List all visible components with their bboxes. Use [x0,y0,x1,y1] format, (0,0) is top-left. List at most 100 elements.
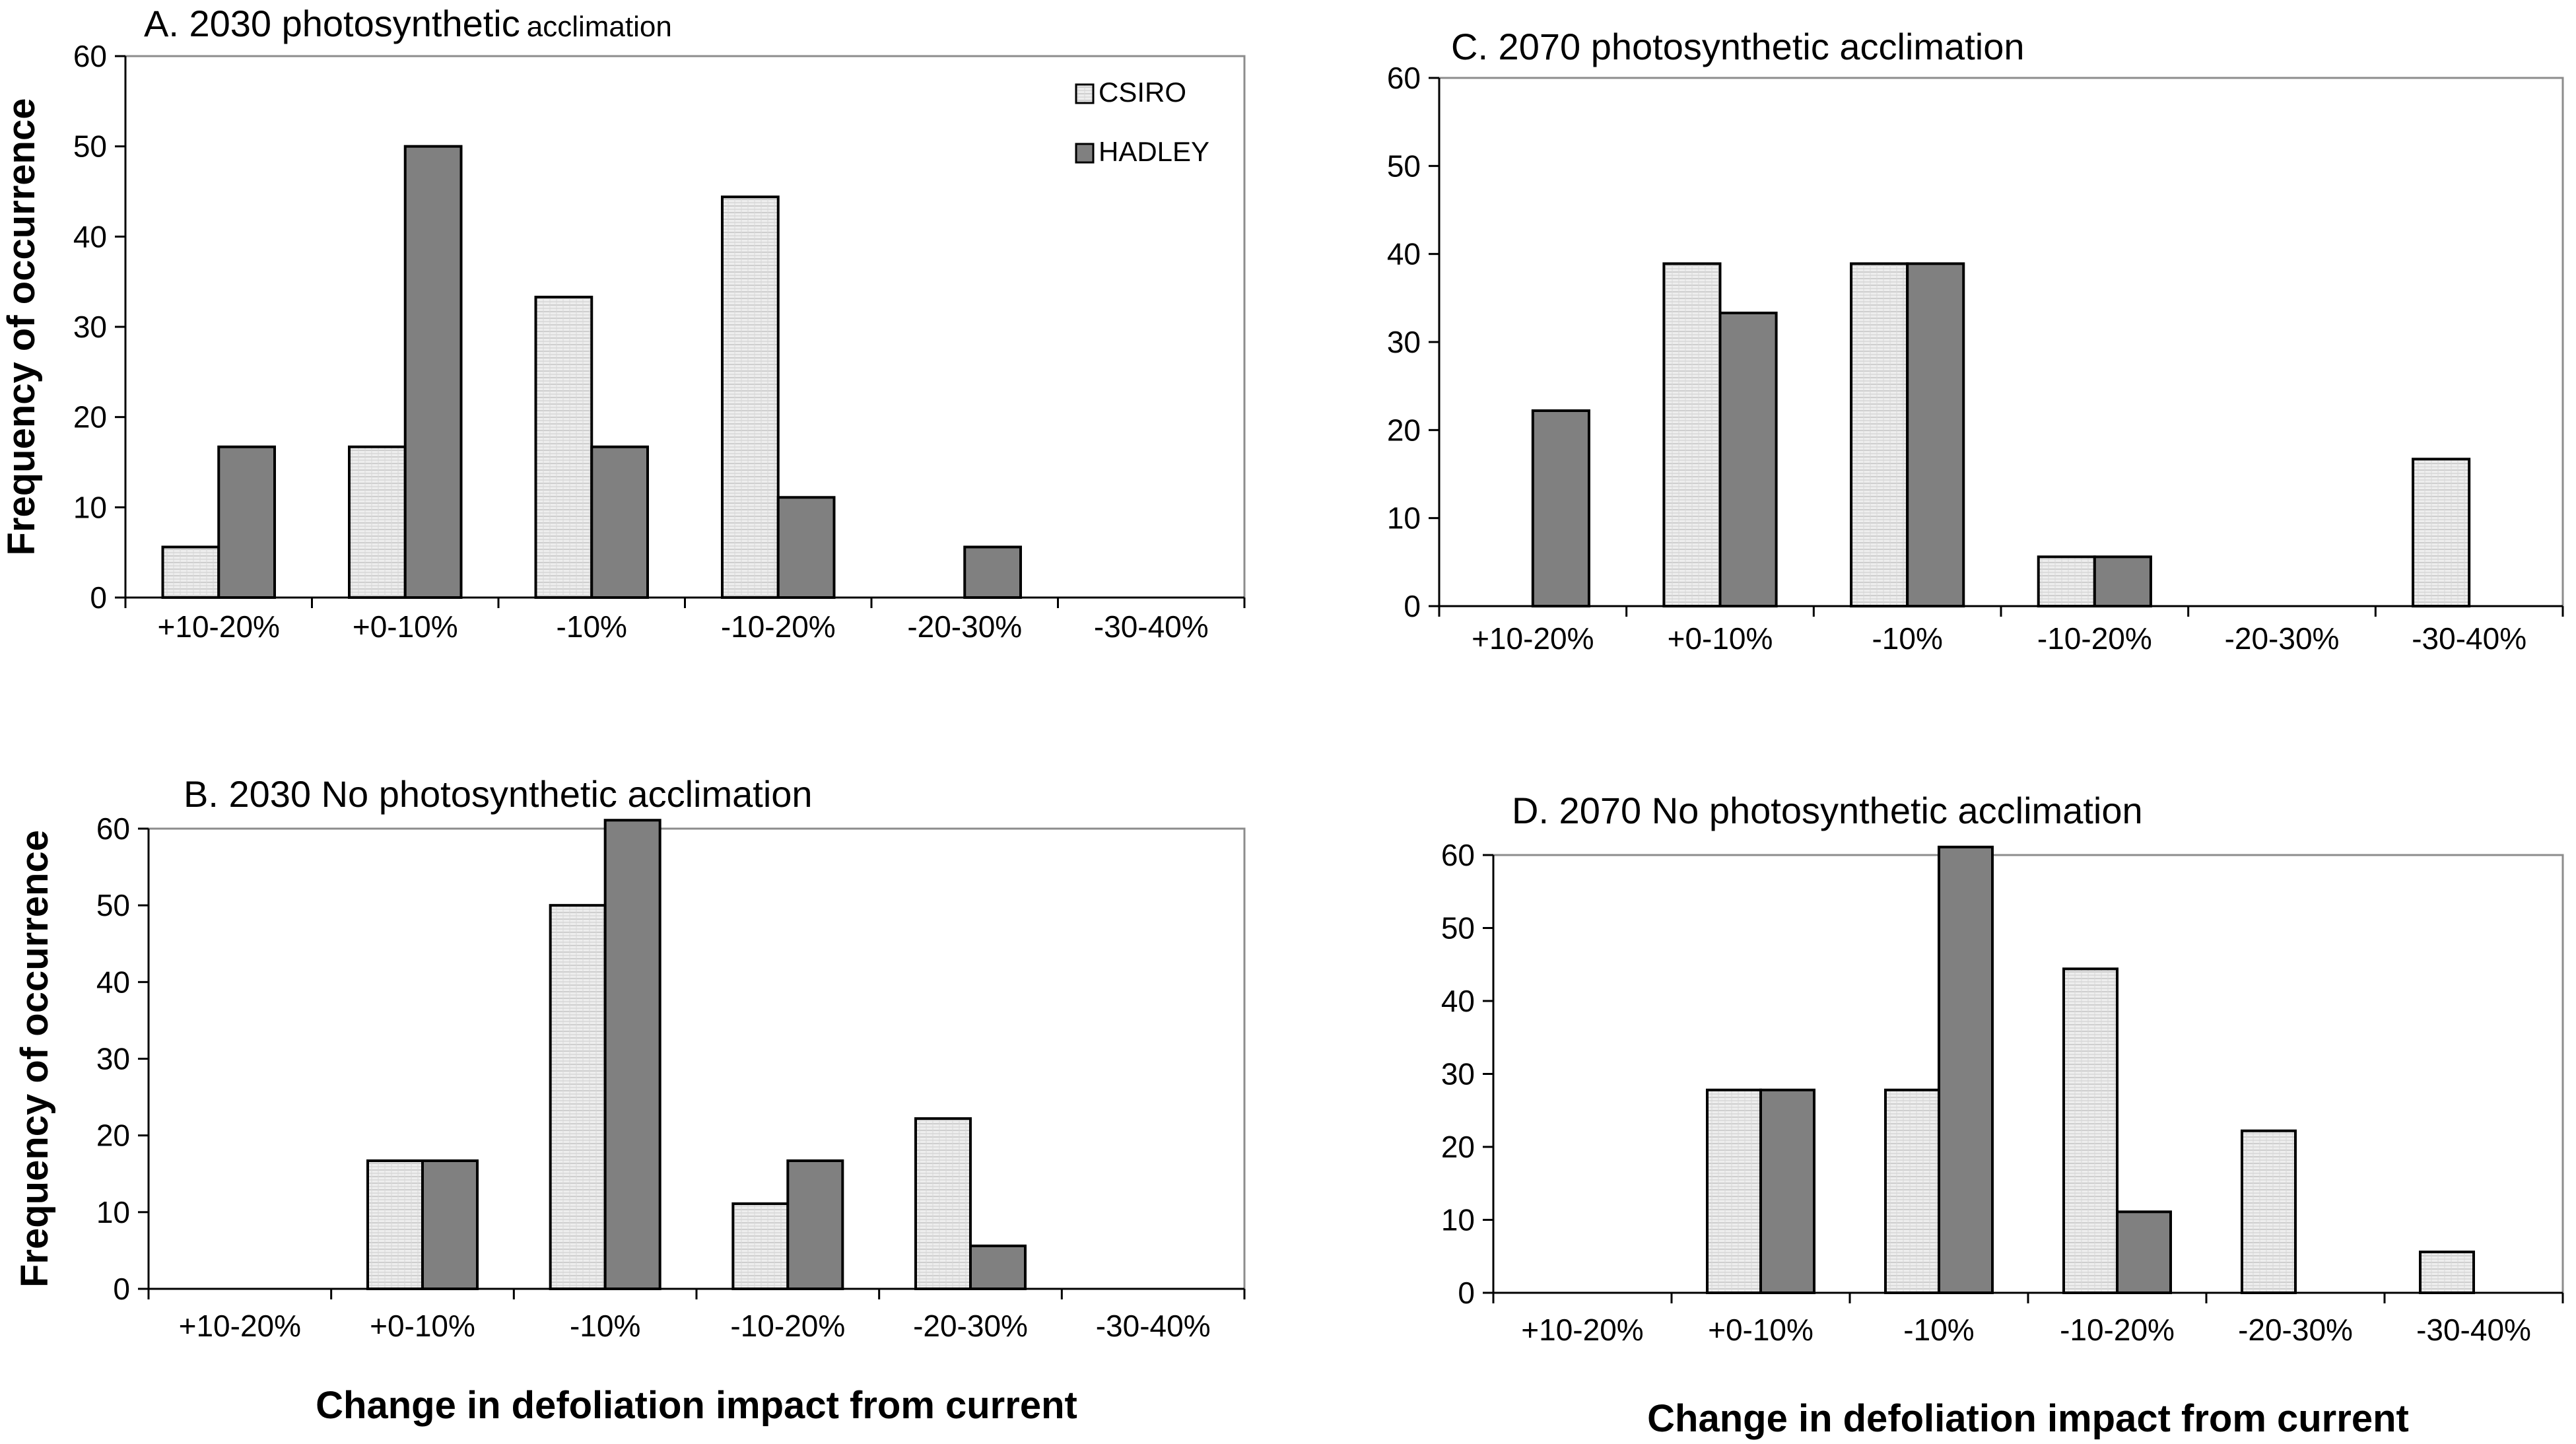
plot-frame [147,827,1246,1290]
chart-panel-a: 0 10 20 30 40 50 60 +10-20% +0-10% -10% -10-20% -20… [0,3,1246,644]
y-tick-label: 0 [1458,1276,1475,1310]
bar-hadley-5 [963,545,1022,600]
plot-frame [1492,854,2564,1294]
x-axis-label: Change in defoliation impact from curren… [316,1384,1077,1427]
y-axis-label: Frequency of occurrence [13,830,56,1288]
x-tick-label: -20-30% [907,609,1022,644]
x-tick-label: -30-40% [2412,621,2526,656]
chart-title: D. 2070 No photosynthetic acclimation [1512,790,2143,831]
x-tick-label: -10% [1903,1313,1974,1347]
legend-label-hadley: HADLEY [1099,136,1209,167]
chart-panel-b: 0 10 20 30 40 50 60 +10-20% +0-10% -10% -10-20% -20… [13,773,1246,1427]
chart-title: C. 2070 photosynthetic acclimation [1451,26,2025,67]
x-tick-label: -10-20% [730,1309,845,1343]
y-tick-label: 50 [96,888,130,922]
bar-csiro-3 [534,295,593,599]
y-tick-label: 50 [73,129,107,164]
x-tick-label: -10% [557,609,627,644]
x-tick-label: +0-10% [370,1309,475,1343]
y-tick-label: 20 [73,400,107,434]
x-tick-label: -20-30% [2225,621,2340,656]
x-tick-label: +0-10% [1708,1313,1813,1347]
bar-hadley-4 [786,1159,844,1291]
x-tick-label: -10-20% [2060,1313,2175,1347]
bar-csiro-5 [914,1117,972,1290]
y-tick-label: 10 [1387,501,1421,535]
x-tick-label: +10-20% [1472,621,1594,656]
y-tick-label: 30 [73,310,107,344]
y-tick-label: 20 [1387,413,1421,447]
x-tick-label: -10% [570,1309,640,1343]
y-tick-label: 20 [96,1118,130,1153]
bar-csiro-2 [1662,262,1722,608]
bar-hadley-2 [403,145,463,599]
bar-hadley-3 [590,445,649,599]
x-tick-label: -10% [1872,621,1942,656]
x-tick-label: -30-40% [2416,1313,2531,1347]
x-tick-label: -20-30% [913,1309,1028,1343]
bar-csiro-6 [2419,1251,2475,1294]
x-tick-label: +10-20% [179,1309,301,1343]
y-tick-label: 0 [1404,589,1421,623]
chart-panel-d: 0 10 20 30 40 50 60 +10-20% +0-10% -10% -10-20% -20… [1441,790,2564,1440]
plot-frame [1438,77,2564,607]
y-tick-label: 20 [1441,1130,1475,1164]
bar-csiro-6 [2412,458,2471,607]
bar-csiro-2 [366,1159,424,1291]
x-tick-label: -10-20% [721,609,836,644]
x-tick-label: -30-40% [1096,1309,1211,1343]
x-tick-label: +0-10% [353,609,458,644]
bar-hadley-2 [1759,1088,1815,1295]
x-tick-label: +10-20% [158,609,280,644]
y-tick-label: 60 [1387,61,1421,95]
y-tick-label: 40 [1441,984,1475,1018]
legend-swatch-csiro [1075,83,1095,104]
y-tick-label: 60 [73,39,107,73]
y-tick-label: 30 [1387,325,1421,359]
bar-hadley-1 [1531,409,1590,607]
y-tick-label: 40 [96,965,130,999]
y-tick-label: 50 [1387,149,1421,183]
legend-label-csiro: CSIRO [1099,77,1186,108]
y-tick-label: 40 [1387,237,1421,271]
y-tick-label: 40 [73,219,107,254]
chart-panel-c: 0 10 20 30 40 50 60 +10-20% +0-10% -10% -10-20% -20… [1387,26,2564,656]
bar-hadley-3 [1906,262,1965,608]
y-tick-label: 60 [1441,838,1475,872]
legend-swatch-hadley [1075,143,1095,164]
x-tick-label: +0-10% [1668,621,1773,656]
y-tick-label: 0 [113,1272,130,1306]
y-tick-label: 10 [96,1195,130,1229]
bar-csiro-3 [549,904,607,1290]
bar-csiro-2 [348,445,407,599]
bar-hadley-5 [969,1244,1027,1290]
bar-hadley-1 [217,445,276,599]
x-tick-label: -20-30% [2238,1313,2353,1347]
bar-hadley-3 [1938,845,1994,1294]
bar-csiro-1 [161,545,220,600]
y-tick-label: 60 [96,811,130,846]
x-tick-label: -10-20% [2037,621,2152,656]
y-tick-label: 50 [1441,911,1475,945]
bar-csiro-4 [2062,967,2118,1294]
y-tick-label: 0 [90,580,107,615]
bar-csiro-5 [2241,1129,2297,1294]
bar-csiro-3 [1884,1088,1940,1295]
chart-title: A. 2030 photosynthetic acclimation [144,3,672,44]
bar-hadley-4 [2116,1210,2172,1294]
legend: CSIRO HADLEY [1075,77,1209,167]
bar-csiro-2 [1706,1088,1762,1295]
bar-hadley-3 [603,819,661,1290]
y-axis-label: Frequency of occurrence [0,98,43,556]
bar-hadley-2 [1718,312,1778,607]
bar-csiro-4 [731,1202,790,1291]
bar-csiro-4 [2037,555,2096,607]
bar-hadley-4 [2093,555,2152,607]
x-tick-label: +10-20% [1521,1313,1643,1347]
bar-csiro-3 [1850,262,1909,608]
x-tick-label: -30-40% [1094,609,1209,644]
y-tick-label: 10 [1441,1203,1475,1237]
y-tick-label: 10 [73,490,107,524]
